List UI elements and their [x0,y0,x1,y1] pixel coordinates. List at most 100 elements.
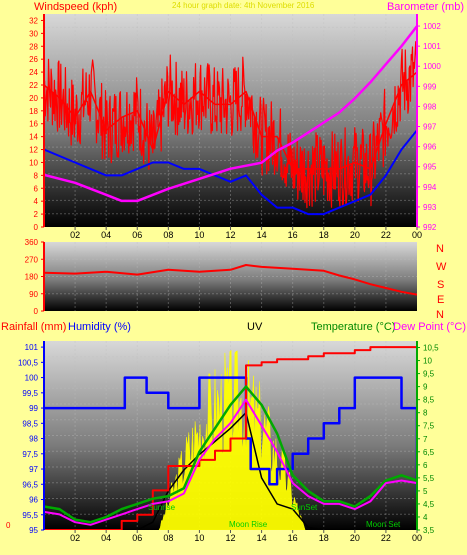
baro-tick-label: 999 [423,82,437,91]
x-tick-label: 00 [412,230,422,240]
x-tick-label: 16 [288,533,298,543]
temp-tick-label: 9 [423,383,428,392]
humidity-tick-label: 101 [25,343,39,352]
temp-tick-label: 5,5 [423,474,435,483]
x-tick-label: 14 [257,230,267,240]
baro-tick-label: 992 [423,223,437,232]
wind-axis-title: Windspeed (kph) [34,1,117,13]
direction-tick-label: 0 [34,307,39,316]
x-tick-label: 12 [225,533,235,543]
compass-label: S [437,279,444,291]
x-tick-label: 04 [101,533,111,543]
direction-tick-label: 270 [25,255,39,264]
wind-tick-label: 20 [29,94,38,103]
wind-direction-line [44,264,417,296]
wind-tick-label: 2 [34,210,39,219]
temp-tick-label: 7 [423,435,428,444]
humidity-tick-label: 95 [29,526,38,535]
x-tick-label: 20 [350,533,360,543]
compass-label: W [436,261,447,273]
x-tick-label: 20 [350,230,360,240]
x-tick-label: 06 [132,533,142,543]
x-tick-label: 04 [101,230,111,240]
sunrise-annotation: Sunrise [148,503,176,512]
humidity-tick-label: 99,5 [22,389,38,398]
direction-tick-label: 360 [25,238,39,247]
temp-tick-label: 8,5 [423,396,435,405]
temp-tick-label: 10,5 [423,344,439,353]
wind-tick-label: 0 [34,223,39,232]
wind-tick-label: 6 [34,184,39,193]
wind-direction-plot-area [44,242,417,311]
humidity-tick-label: 97,5 [22,450,38,459]
dewpoint-line [44,398,417,526]
wind-tick-label: 14 [29,133,38,142]
moonset-annotation: Moon Set [366,520,401,529]
humidity-tick-label: 99 [29,404,38,413]
x-tick-label: 02 [70,230,80,240]
temp-tick-label: 4 [423,513,428,522]
temp-tick-label: 4,5 [423,500,435,509]
temperature-line [44,385,417,524]
solar-line [44,411,417,530]
baro-tick-label: 998 [423,102,437,111]
temp-tick-label: 8 [423,409,428,418]
wind-tick-label: 32 [29,16,38,25]
avg-windspeed-line [44,129,417,216]
wind-tick-label: 8 [34,171,39,180]
dewpoint-axis-title: Dew Point (°C) [393,321,466,333]
x-tick-label: 22 [381,230,391,240]
humidity-tick-label: 96,5 [22,480,38,489]
baro-tick-label: 1001 [423,42,441,51]
humidity-tick-label: 97 [29,465,38,474]
x-tick-label: 16 [288,230,298,240]
wind-tick-label: 22 [29,81,38,90]
wind-tick-label: 30 [29,29,38,38]
sunset-annotation: SunSet [291,503,318,512]
windspeed-gust-trace [44,41,417,209]
baro-tick-label: 994 [423,183,437,192]
baro-tick-label: 1002 [423,22,441,31]
baro-tick-label: 997 [423,123,437,132]
wind-tick-label: 24 [29,68,38,77]
wind-direction-grid [44,242,417,311]
uv-axis-title: UV [247,321,263,333]
x-tick-label: 10 [194,533,204,543]
humidity-tick-label: 98,5 [22,419,38,428]
wind-tick-label: 10 [29,158,38,167]
temp-tick-label: 7,5 [423,422,435,431]
wind-tick-label: 28 [29,42,38,51]
compass-label: N [436,309,444,321]
x-tick-label: 00 [412,533,422,543]
x-tick-label: 08 [163,533,173,543]
humidity-tick-label: 100,5 [18,358,39,367]
compass-labels: N W S E N [436,243,447,321]
windspeed-line [44,71,417,170]
direction-tick-label: 180 [25,273,39,282]
direction-tick-label: 90 [29,290,38,299]
baro-tick-label: 996 [423,143,437,152]
baro-tick-label: 995 [423,163,437,172]
x-tick-label: 02 [70,533,80,543]
wind-tick-label: 18 [29,107,38,116]
wind-tick-label: 4 [34,197,39,206]
x-tick-label: 18 [319,533,329,543]
temp-tick-label: 5 [423,487,428,496]
humidity-tick-label: 95,5 [22,511,38,520]
wind-tick-label: 26 [29,55,38,64]
baro-tick-label: 993 [423,203,437,212]
rainfall-tick-label: 0 [6,521,11,530]
temp-tick-label: 9,5 [423,370,435,379]
x-tick-label: 18 [319,230,329,240]
humidity-tick-label: 100 [25,374,39,383]
temp-tick-label: 10 [423,357,432,366]
baro-axis-title: Barometer (mb) [387,1,464,13]
rainfall-axis-title: Rainfall (mm) [1,321,66,333]
x-tick-label: 08 [163,230,173,240]
graph-date-subtitle: 24 hour graph date: 4th November 2016 [172,1,315,10]
humidity-tick-label: 96 [29,496,38,505]
humidity-tick-label: 98 [29,435,38,444]
temp-tick-label: 3,5 [423,526,435,535]
x-tick-label: 06 [132,230,142,240]
temperature-axis-title: Temperature (°C) [311,321,395,333]
